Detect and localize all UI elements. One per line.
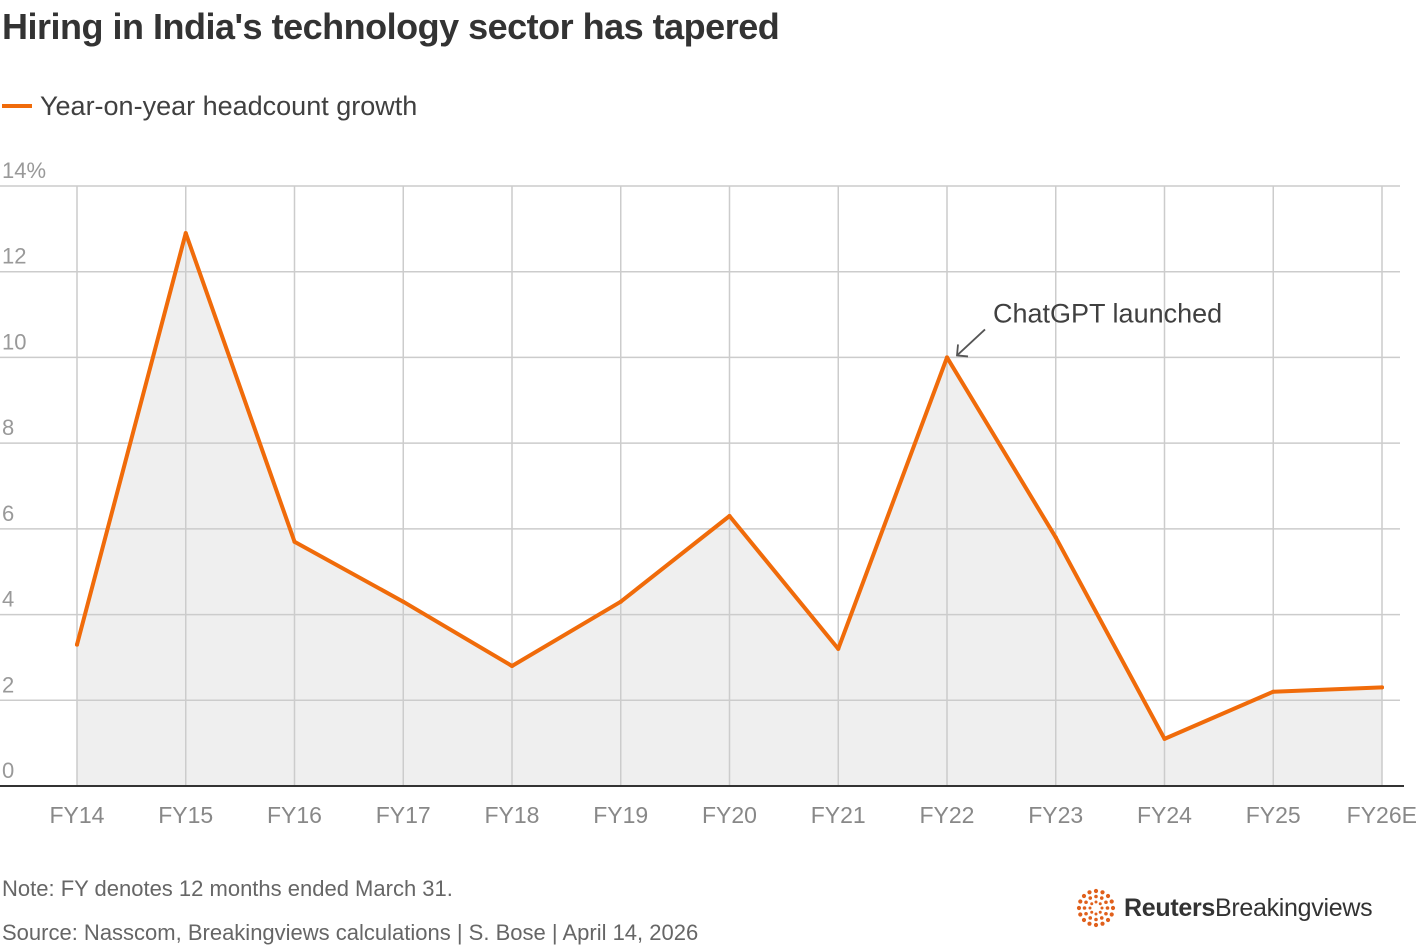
logo-dot (1081, 917, 1087, 923)
logo-dot (1098, 910, 1102, 914)
data-point (836, 646, 841, 651)
logo-dot (1099, 896, 1104, 900)
logo-dot (1082, 906, 1087, 910)
logo-dot (1104, 911, 1108, 916)
data-point (1162, 736, 1167, 741)
data-point (292, 539, 297, 544)
y-tick-label: 4 (2, 587, 14, 612)
footnote: Note: FY denotes 12 months ended March 3… (2, 876, 453, 901)
logo-dot (1110, 905, 1116, 911)
data-point (945, 355, 949, 360)
logo-dot (1088, 906, 1092, 910)
source-line: Source: Nasscom, Breakingviews calculati… (2, 920, 699, 945)
logo-dot (1094, 912, 1098, 916)
logo-dot (1087, 890, 1092, 895)
logo-dot (1100, 890, 1105, 895)
x-tick-label: FY26E (1347, 802, 1417, 828)
logo-dot (1109, 912, 1114, 917)
legend: Year-on-year headcount growth (2, 88, 417, 124)
x-tick-label: FY20 (702, 802, 757, 828)
x-tick-label: FY18 (485, 802, 540, 828)
legend-swatch (2, 104, 32, 108)
logo-dot (1105, 906, 1110, 910)
logo-dot (1098, 902, 1102, 906)
logo-dot (1090, 902, 1094, 906)
logo-dot (1088, 896, 1093, 900)
data-point (1271, 689, 1276, 694)
annotation-arrow-line (956, 328, 986, 357)
logo-dot (1104, 900, 1108, 905)
logo-dot (1094, 917, 1098, 922)
logo-dot (1087, 921, 1092, 926)
logo-wordmark: ReutersBreakingviews (1124, 893, 1373, 923)
logo-dot (1090, 910, 1094, 914)
logo-wordmark-rest: Breakingviews (1215, 893, 1373, 922)
logo-dot (1094, 894, 1098, 899)
reuters-breakingviews-logo: ReutersBreakingviews (1076, 888, 1373, 928)
logo-dot (1109, 899, 1114, 904)
logo-dot (1078, 899, 1083, 904)
x-tick-label: FY14 (50, 802, 105, 828)
annotation-arrow-head (956, 344, 969, 358)
annotation-label: ChatGPT launched (993, 298, 1222, 328)
data-point (727, 514, 732, 518)
data-point (401, 599, 406, 604)
y-tick-label: 2 (2, 672, 14, 697)
logo-dot (1078, 912, 1083, 917)
x-tick-label: FY23 (1028, 802, 1083, 828)
x-tick-label: FY16 (267, 802, 322, 828)
logo-dot (1105, 917, 1111, 923)
y-tick-label: 0 (2, 758, 14, 783)
data-point (1380, 685, 1384, 690)
x-tick-label: FY25 (1246, 802, 1301, 828)
x-tick-label: FY24 (1137, 802, 1192, 828)
y-tick-label: 12 (2, 244, 26, 269)
y-tick-label: 10 (2, 329, 26, 354)
y-tick-label: 8 (2, 415, 14, 440)
x-tick-label: FY17 (376, 802, 431, 828)
line-chart: 0 2 4 6 8 10 12 14% FY14 FY15 FY16 FY17 FY18 FY19 FY20… (0, 158, 1417, 828)
data-point (618, 599, 623, 604)
logo-dot (1076, 905, 1082, 911)
logo-dot (1081, 893, 1087, 899)
y-tick-label: 14% (2, 158, 46, 183)
logo-dot (1093, 888, 1099, 894)
logo-dot (1100, 921, 1105, 926)
logo-dot (1084, 900, 1088, 905)
data-point (510, 664, 514, 668)
x-tick-label: FY19 (593, 802, 648, 828)
logo-dot (1105, 893, 1111, 899)
chart-title: Hiring in India's technology sector has … (2, 6, 780, 47)
data-point (183, 231, 188, 236)
reuters-dots-icon (1076, 888, 1116, 928)
logo-dot (1084, 911, 1088, 916)
logo-wordmark-strong: Reuters (1124, 893, 1215, 922)
x-tick-label: FY21 (811, 802, 866, 828)
y-tick-label: 6 (2, 501, 14, 526)
logo-dot (1088, 916, 1093, 920)
data-point (1053, 535, 1058, 540)
legend-label: Year-on-year headcount growth (40, 90, 418, 121)
logo-dot (1093, 922, 1099, 928)
logo-dot (1099, 916, 1104, 920)
x-tick-label: FY22 (920, 802, 975, 828)
data-point (75, 642, 79, 647)
logo-dot (1094, 900, 1098, 904)
x-tick-label: FY15 (158, 802, 213, 828)
logo-dot (1100, 906, 1104, 910)
